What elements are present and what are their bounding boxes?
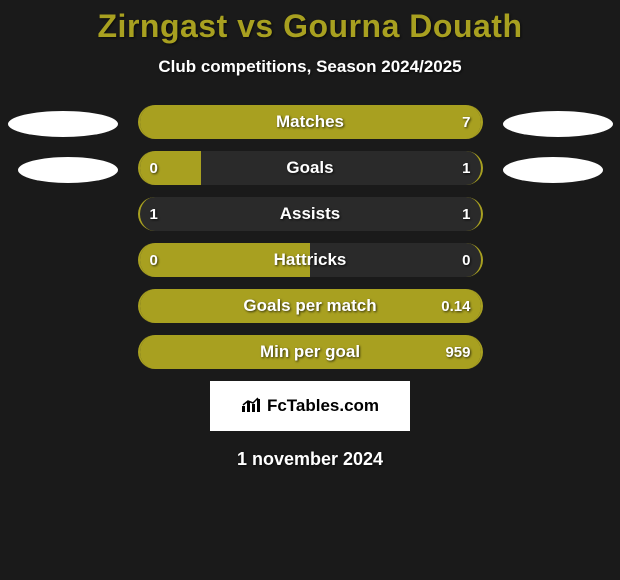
stat-row-goals: 0 Goals 1 (138, 151, 483, 185)
stat-value-right: 1 (462, 197, 470, 231)
stats-block: Matches 7 0 Goals 1 1 Assists 1 0 Hattri… (138, 105, 483, 369)
stat-label: Matches (140, 105, 481, 139)
stat-row-matches: Matches 7 (138, 105, 483, 139)
stat-row-hattricks: 0 Hattricks 0 (138, 243, 483, 277)
stat-row-goals-per-match: Goals per match 0.14 (138, 289, 483, 323)
stat-value-right: 7 (462, 105, 470, 139)
stat-value-right: 959 (445, 335, 470, 369)
date-text: 1 november 2024 (0, 449, 620, 470)
stat-row-assists: 1 Assists 1 (138, 197, 483, 231)
stat-label: Hattricks (140, 243, 481, 277)
page-title: Zirngast vs Gourna Douath (0, 8, 620, 45)
comparison-card: Zirngast vs Gourna Douath Club competiti… (0, 0, 620, 470)
stat-value-right: 1 (462, 151, 470, 185)
brand-badge[interactable]: FcTables.com (210, 381, 410, 431)
stat-label: Goals per match (140, 289, 481, 323)
stat-label: Goals (140, 151, 481, 185)
subtitle: Club competitions, Season 2024/2025 (0, 57, 620, 77)
player-right-logo-placeholder (503, 157, 603, 183)
stat-label: Assists (140, 197, 481, 231)
stat-row-min-per-goal: Min per goal 959 (138, 335, 483, 369)
stat-label: Min per goal (140, 335, 481, 369)
player-right-avatar-placeholder (503, 111, 613, 137)
player-left-avatar-placeholder (8, 111, 118, 137)
chart-icon (241, 396, 263, 417)
player-left-logo-placeholder (18, 157, 118, 183)
stat-value-right: 0 (462, 243, 470, 277)
brand-text: FcTables.com (267, 396, 379, 416)
stat-value-right: 0.14 (441, 289, 470, 323)
